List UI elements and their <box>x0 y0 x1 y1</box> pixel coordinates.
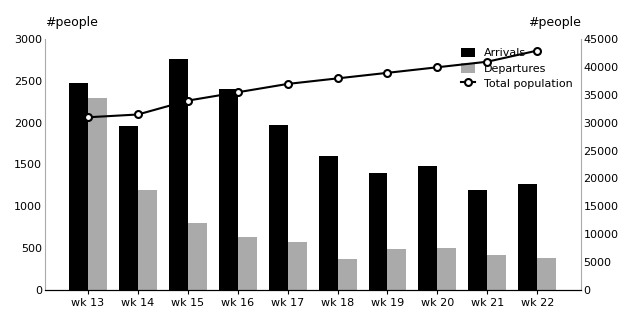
Bar <box>419 166 438 290</box>
Bar <box>518 184 537 290</box>
Total population <box>184 99 191 103</box>
Bar <box>338 259 357 290</box>
Total population <box>383 71 391 75</box>
Bar <box>88 98 107 290</box>
Bar <box>219 89 238 290</box>
Bar <box>288 242 307 290</box>
Bar <box>318 156 338 290</box>
Total population <box>234 90 242 94</box>
Bar <box>169 59 188 290</box>
Bar <box>138 190 157 290</box>
Bar <box>69 83 88 290</box>
Bar <box>119 126 138 290</box>
Total population <box>284 82 292 86</box>
Bar <box>537 258 556 290</box>
Text: #people: #people <box>45 16 98 30</box>
Bar <box>269 125 288 290</box>
Text: #people: #people <box>528 16 581 30</box>
Line: Total population: Total population <box>84 47 541 121</box>
Total population <box>533 49 541 53</box>
Total population <box>84 115 92 119</box>
Total population <box>134 113 142 116</box>
Bar <box>487 255 507 290</box>
Bar <box>468 190 487 290</box>
Bar <box>369 173 387 290</box>
Bar <box>438 248 456 290</box>
Total population <box>484 60 491 64</box>
Legend: Arrivals, Departures, Total population: Arrivals, Departures, Total population <box>461 47 572 89</box>
Bar <box>238 237 256 290</box>
Total population <box>334 76 341 80</box>
Bar <box>188 223 207 290</box>
Total population <box>434 65 441 69</box>
Bar <box>387 249 406 290</box>
